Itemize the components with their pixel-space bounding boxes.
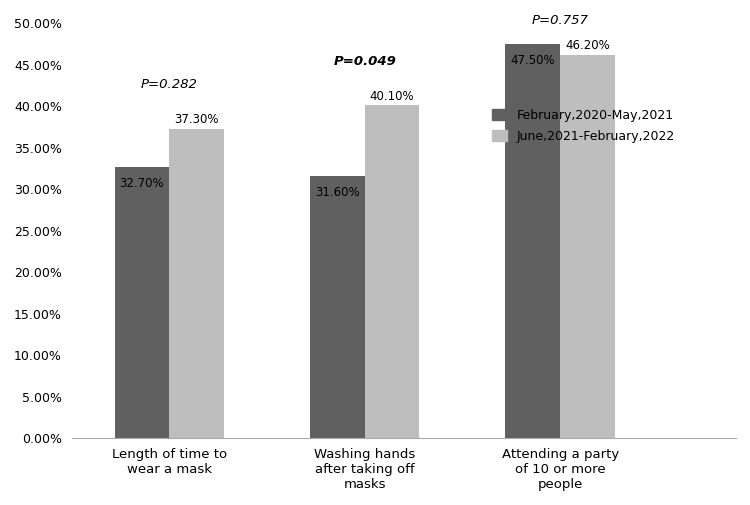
- Text: 47.50%: 47.50%: [511, 54, 555, 67]
- Bar: [115, 167, 170, 438]
- Text: P=0.049: P=0.049: [333, 55, 396, 68]
- Bar: [364, 105, 419, 438]
- Bar: [170, 128, 224, 438]
- Text: P=0.282: P=0.282: [141, 78, 198, 91]
- Text: 32.70%: 32.70%: [120, 177, 164, 190]
- Text: P=0.757: P=0.757: [532, 14, 589, 27]
- Legend: February,2020-May,2021, June,2021-February,2022: February,2020-May,2021, June,2021-Februa…: [487, 104, 680, 147]
- Bar: [310, 176, 364, 438]
- Bar: [560, 55, 615, 438]
- Text: 31.60%: 31.60%: [315, 186, 360, 199]
- Text: 46.20%: 46.20%: [566, 39, 610, 52]
- Text: 40.10%: 40.10%: [370, 90, 415, 103]
- Text: 37.30%: 37.30%: [175, 113, 219, 126]
- Bar: [506, 44, 560, 438]
